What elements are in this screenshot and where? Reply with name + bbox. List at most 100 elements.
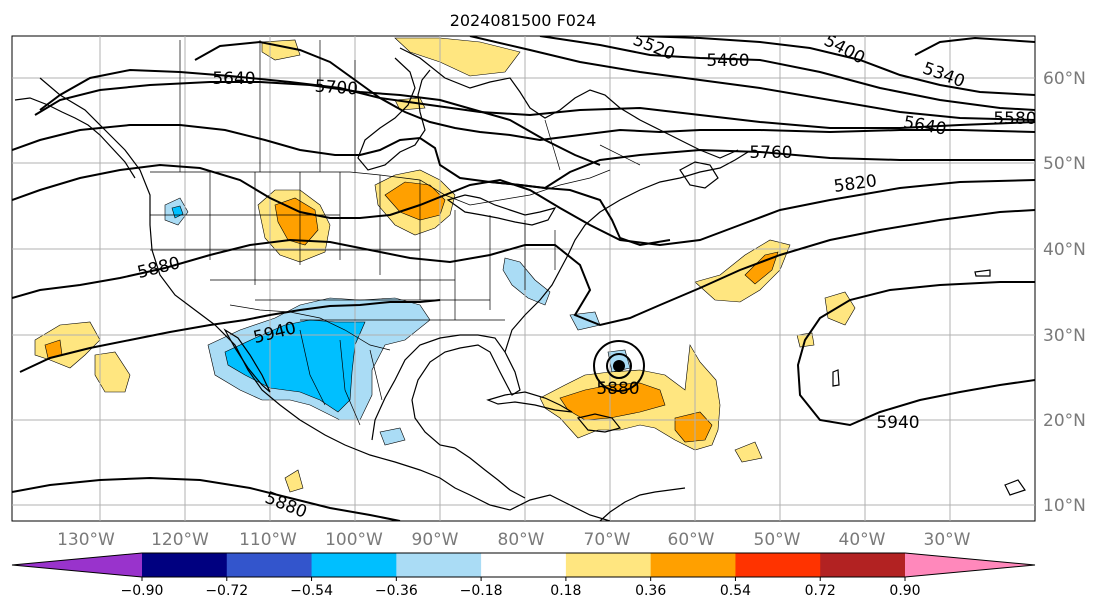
lon-label: 70°W (584, 530, 631, 550)
colorbar-tick-label: −0.18 (460, 583, 503, 599)
lon-label: 40°W (839, 530, 886, 550)
border-canada-provinces (179, 40, 641, 172)
contour-label: 5460 (706, 51, 749, 71)
contour-5400 (639, 36, 1035, 96)
positive-anomaly-eastern-pacific (284, 469, 304, 493)
coastline-great-lakes (446, 194, 557, 226)
positive-anomaly-canada (394, 37, 521, 77)
contour-label: 5880 (596, 379, 639, 399)
contour-5700 (34, 81, 601, 166)
contour-5940 (19, 299, 441, 373)
contour-5820 (12, 163, 1035, 247)
colorbar: −0.90 −0.72 −0.54 −0.36 −0.18 0.18 0.36 0.54 0.7… (11, 552, 1036, 599)
colorbar-tick-label: 0.90 (889, 583, 920, 599)
coastline-island-atlantic (1004, 479, 1026, 496)
contour-5880-hurricane-outer (592, 340, 646, 392)
lat-label: 40°N (1043, 240, 1086, 260)
colorbar-segment (311, 553, 397, 577)
contour-label: 5580 (993, 109, 1036, 129)
contour-label: 5760 (749, 143, 792, 163)
border-states-2 (150, 214, 505, 321)
lon-label: 110°W (239, 530, 297, 550)
colorbar-segment (396, 553, 482, 577)
coastline-hispaniola (576, 413, 622, 433)
lon-label: 60°W (668, 530, 715, 550)
contour-5940-atlantic (796, 281, 1035, 427)
positive-anomaly-pacific-south (94, 351, 131, 393)
colorbar-segment (226, 553, 313, 577)
coastline-central-america (454, 447, 526, 499)
coastline-island-bermuda (832, 369, 840, 387)
lon-label: 80°W (498, 530, 545, 550)
border-us-mexico (229, 304, 391, 351)
contour-5580 (39, 68, 1035, 129)
colorbar-segment (565, 553, 652, 577)
contour-label: 5640 (212, 69, 255, 89)
contour-5640 (194, 40, 1035, 142)
colorbar-tick-label: 0.18 (550, 583, 581, 599)
colorbar-segment (142, 553, 228, 577)
lat-label: 10°N (1043, 496, 1086, 516)
negative-anomaly-mexico-inner (224, 319, 366, 413)
colorbar-tick-label: −0.72 (205, 583, 248, 599)
contour-5340 (914, 36, 1035, 56)
border-states-1 (209, 172, 556, 320)
border-mexico-states (299, 329, 383, 426)
coastline-canada-arctic (399, 47, 739, 159)
coastline-gulf-of-mexico (371, 334, 521, 449)
hurricane-center (613, 360, 625, 372)
lat-label: 60°N (1043, 69, 1086, 89)
coastline-cuba (486, 391, 573, 413)
colorbar-segment (481, 553, 567, 577)
positive-anomaly-caribbean-inner (559, 382, 666, 421)
contour-5880-south (12, 476, 401, 521)
colorbar-tick-label: −0.90 (121, 583, 164, 599)
political-borders (150, 40, 641, 426)
contour-5880-hurricane-inner (605, 353, 633, 379)
lat-label: 30°N (1043, 326, 1086, 346)
positive-anomaly-atlantic-core (744, 251, 779, 285)
coastline-hudson-bay (357, 57, 431, 171)
coastlines (14, 47, 1026, 521)
contour-label: 5940 (876, 413, 919, 433)
lat-label: 20°N (1043, 411, 1086, 431)
positive-anomaly-rockies-core (274, 197, 319, 246)
lon-label: 50°W (754, 530, 801, 550)
colorbar-segment (820, 553, 906, 577)
colorbar-tick-label: 0.72 (805, 583, 836, 599)
coastline-east-us (504, 151, 749, 353)
lon-label: 100°W (325, 530, 383, 550)
coastline-alaska-panhandle (14, 97, 136, 179)
positive-anomaly-lesser-antilles (734, 441, 763, 463)
colorbar-tick-label: −0.36 (375, 583, 418, 599)
lon-label: 130°W (57, 530, 115, 550)
coastline-island-azores (974, 269, 991, 277)
positive-anomaly-midatlantic-east (824, 291, 856, 326)
longitude-labels: 130°W 120°W 110°W 100°W 90°W 80°W 70°W 6… (57, 530, 971, 550)
latitude-labels: 60°N 50°N 40°N 30°N 20°N 10°N (1043, 69, 1086, 516)
map-title: 2024081500 F024 (450, 11, 597, 30)
contour-label: 5700 (314, 77, 359, 100)
border-us-canada (150, 169, 611, 206)
contour-5760 (12, 124, 1035, 190)
negative-anomaly-gulf (379, 427, 406, 446)
colorbar-segment (735, 553, 821, 577)
colorbar-extend-high (905, 553, 1035, 577)
contour-5520 (469, 36, 1035, 121)
contour-5880-main (12, 209, 1035, 327)
colorbar-extend-low (12, 553, 142, 577)
colorbar-tick-label: −0.54 (290, 583, 333, 599)
map-panel: 5640 5700 5520 5460 5400 5340 5640 5580 … (11, 35, 1036, 522)
colorbar-segment (650, 553, 736, 577)
coastline-west-north-america (39, 77, 611, 521)
coastline-south-america (599, 487, 686, 521)
contour-5760-loop (489, 181, 671, 247)
coastline-baja (223, 328, 271, 393)
height-contours (12, 36, 1035, 521)
contour-5460 (539, 36, 1035, 111)
colorbar-tick-label: 0.36 (635, 583, 666, 599)
coastline-newfoundland (679, 161, 719, 189)
lat-label: 50°N (1043, 154, 1086, 174)
lon-label: 30°W (924, 530, 971, 550)
